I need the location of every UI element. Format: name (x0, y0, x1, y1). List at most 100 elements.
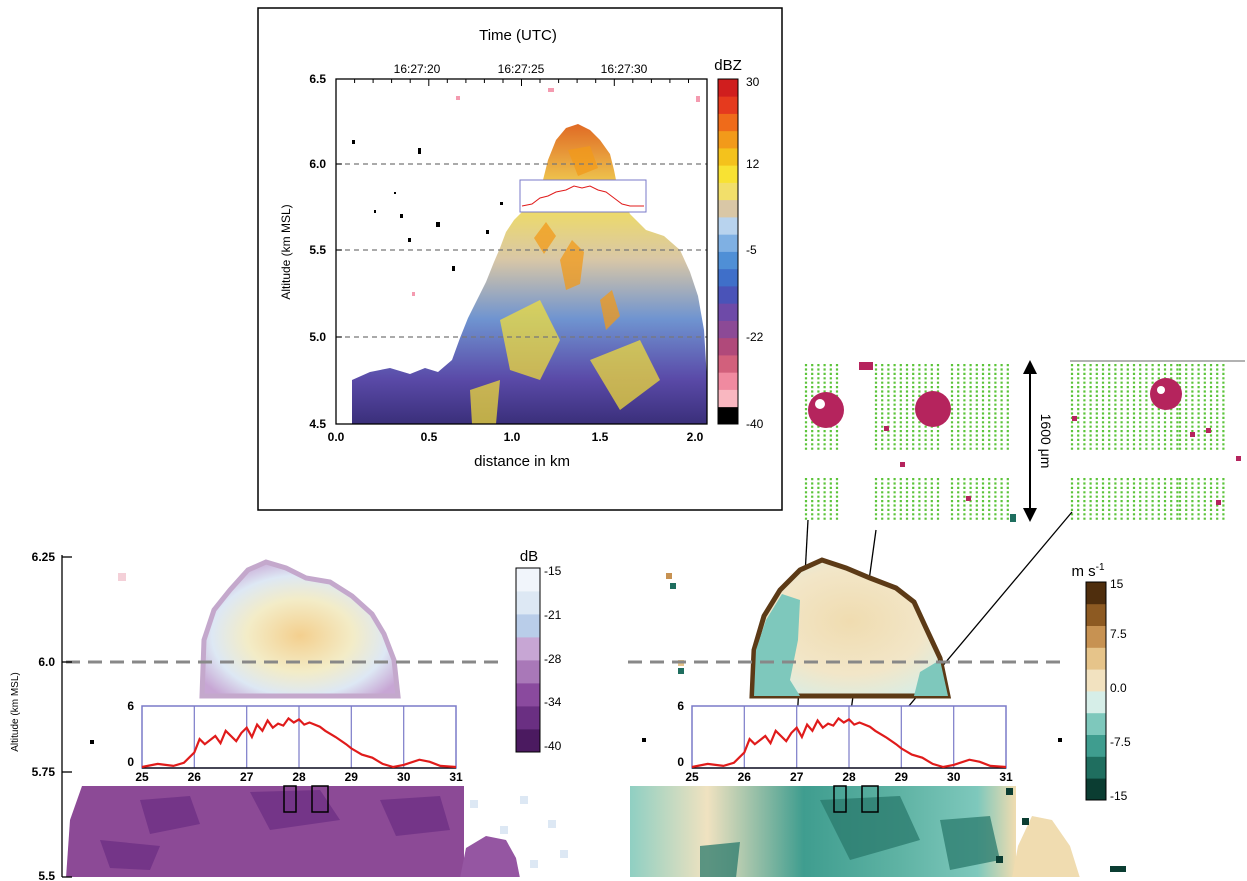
top-x-tick-label: 1.0 (504, 430, 521, 444)
dbz-tick-label: 12 (746, 157, 760, 171)
particle-speck (1216, 500, 1221, 505)
droplet-image (915, 391, 951, 427)
colorbar-segment (718, 286, 738, 304)
colorbar-segment (718, 303, 738, 321)
top-ref-lines (336, 163, 707, 338)
ldr-tick-label: -28 (544, 652, 562, 666)
sample-box (833, 785, 847, 813)
faint-pixels (412, 88, 700, 296)
velocity-updraft-patch (1012, 816, 1080, 877)
ldr-colorbar-title: dB (520, 548, 538, 565)
colorbar-segment (718, 234, 738, 252)
dbz-tick-label: 30 (746, 75, 760, 89)
inset-x-tick-label: 30 (397, 770, 411, 784)
ldr-tick-label: -34 (544, 695, 562, 709)
inset-y-tick-label: 0 (127, 755, 134, 769)
particle-fragment (1010, 514, 1016, 522)
time-tick-label: 16:27:20 (394, 62, 441, 76)
top-panel-title: Time (UTC) (479, 27, 557, 44)
colorbar-frame (717, 78, 739, 425)
mini-inset-trace (521, 185, 644, 207)
velocity-tick-label: 15 (1110, 577, 1124, 591)
colorbar-segment (1086, 734, 1106, 757)
strong-echo-cells-2 (470, 300, 660, 424)
top-y-tick-label: 5.5 (309, 243, 326, 257)
particle-fragment (859, 362, 873, 370)
droplet-image-hole (815, 399, 825, 409)
colorbar-segment (718, 389, 738, 408)
ldr-tick-label: -21 (544, 608, 562, 622)
colorbar-segment (718, 165, 738, 183)
particle-speck (966, 496, 971, 501)
colorbar-segment (516, 683, 540, 707)
ldr-tick-label: -40 (544, 739, 562, 753)
sample-box (861, 785, 879, 813)
colorbar-segment (1086, 647, 1106, 670)
probe-imagery-panel: 1600 μm (796, 360, 1245, 739)
colorbar-segment (516, 591, 540, 615)
sample-box (311, 785, 329, 813)
colorbar-segment (718, 268, 738, 287)
colorbar-segment (718, 355, 738, 373)
colorbar-segment (718, 251, 738, 270)
colorbar-segment (718, 96, 738, 114)
colorbar-segment (516, 637, 540, 661)
ldr-colorbar (515, 567, 541, 753)
particle-speck (1206, 428, 1211, 433)
bl-y-tick-label: 5.75 (32, 765, 56, 779)
strong-echo-cells (534, 146, 620, 330)
velocity-isolated-pixel (666, 573, 672, 579)
colorbar-segment (516, 706, 540, 730)
bl-y-tick-label: 6.0 (38, 655, 55, 669)
dbz-colorbar (717, 78, 739, 425)
particle-speck (1236, 456, 1241, 461)
colorbar-segment (718, 320, 738, 339)
top-x-tick-label: 2.0 (687, 430, 704, 444)
colorbar-segment (516, 614, 540, 638)
colorbar-segment (1086, 756, 1106, 779)
particle-speck (1190, 432, 1195, 437)
velocity-colorbar (1085, 581, 1107, 801)
droplet-image (808, 392, 844, 428)
colorbar-segment (516, 660, 540, 684)
colorbar-segment (718, 113, 738, 132)
colorbar-segment (718, 148, 738, 166)
top-panel: Time (UTC) Altitude (km MSL) (257, 7, 783, 511)
top-xlabel: distance in km (474, 453, 570, 470)
br-marker-pixel (642, 738, 646, 742)
colorbar-segment (718, 217, 738, 235)
scale-bar-arrow (1023, 360, 1037, 522)
velocity-tick-label: -7.5 (1110, 735, 1131, 749)
time-tick-label: 16:27:30 (601, 62, 648, 76)
br-marker-pixel (1058, 738, 1062, 742)
inset-x-tick-label: 26 (188, 770, 202, 784)
top-x-tick-label: 0.5 (421, 430, 438, 444)
inset-y-tick-label: 6 (677, 699, 684, 713)
colorbar-frame (1085, 581, 1107, 801)
top-x-tick-label: 1.5 (592, 430, 609, 444)
inset-x-tick-label: 27 (790, 770, 804, 784)
ldr-lower-layer-edge (66, 786, 82, 877)
top-ylabel: Altitude (km MSL) (279, 204, 293, 299)
ldr-tick-label: -15 (544, 564, 562, 578)
noise-pixels (352, 140, 503, 271)
inset-x-tick-label: 31 (999, 770, 1013, 784)
top-y-tick-label: 6.5 (309, 72, 326, 86)
inset-x-tick-label: 29 (895, 770, 909, 784)
colorbar-segment (718, 337, 738, 356)
inset-x-tick-label: 31 (449, 770, 463, 784)
inset-trace (141, 716, 457, 769)
inset-x-tick-label: 28 (842, 770, 856, 784)
velocity-tick-label: 0.0 (1110, 681, 1127, 695)
inset-y-tick-label: 0 (677, 755, 684, 769)
colorbar-segment (1086, 712, 1106, 735)
inset-x-tick-label: 27 (240, 770, 254, 784)
bl-marker-pixel (90, 740, 94, 744)
inset-x-tick-label: 28 (292, 770, 306, 784)
velocity-dark-patches (700, 796, 1000, 877)
velocity-colorbar-title: m s-1 (1071, 562, 1105, 580)
top-x-tick-label: 0.0 (328, 430, 345, 444)
dbz-tick-label: -22 (746, 330, 764, 344)
ldr-cloud-cap (199, 559, 401, 699)
colorbar-frame (515, 567, 541, 753)
